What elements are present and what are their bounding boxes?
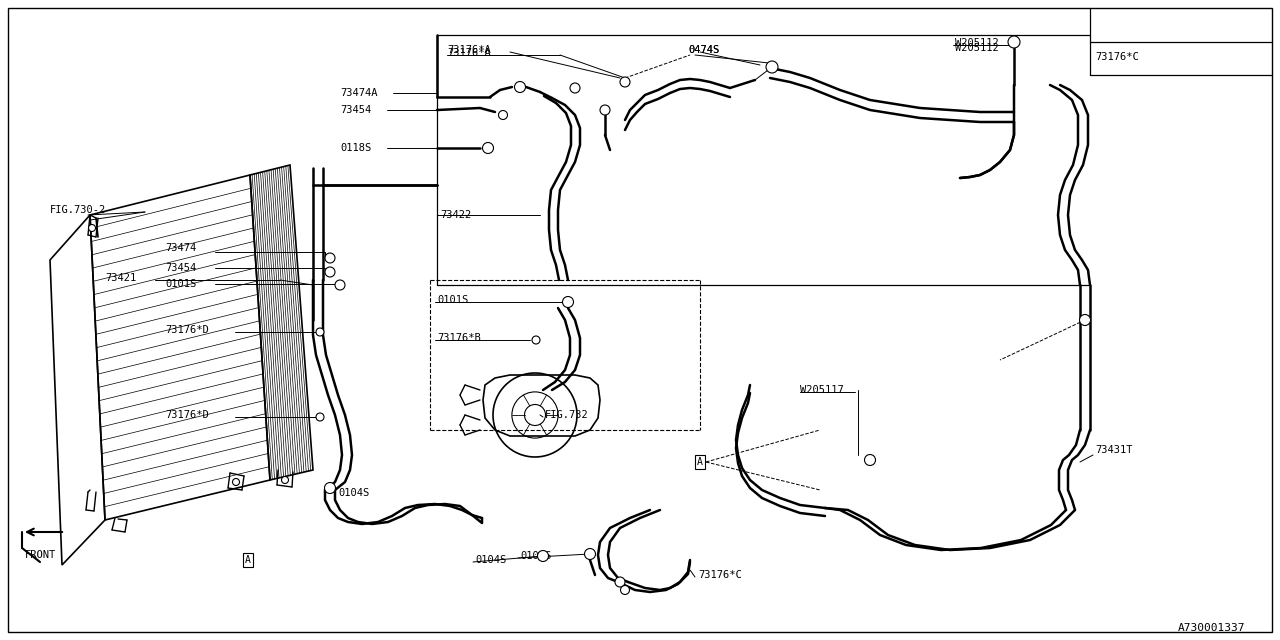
Text: W205112: W205112 [955, 38, 998, 48]
Text: FIG.732: FIG.732 [545, 410, 589, 420]
Text: 73176*C: 73176*C [698, 570, 741, 580]
Circle shape [600, 105, 611, 115]
Text: 73176*D: 73176*D [165, 410, 209, 420]
Text: 73176*D: 73176*D [165, 325, 209, 335]
Circle shape [498, 111, 507, 120]
Text: 73474: 73474 [165, 243, 196, 253]
Circle shape [621, 586, 630, 595]
Circle shape [570, 83, 580, 93]
Text: 0101S: 0101S [436, 295, 468, 305]
Text: FIG.730-2: FIG.730-2 [50, 205, 106, 215]
Text: 0104S: 0104S [475, 555, 507, 565]
Text: 0101S: 0101S [165, 279, 196, 289]
Circle shape [765, 61, 778, 73]
Circle shape [614, 577, 625, 587]
Circle shape [88, 225, 96, 232]
Circle shape [335, 280, 346, 290]
Text: 73176*B: 73176*B [436, 333, 481, 343]
Text: W205117: W205117 [800, 385, 844, 395]
Text: 73176*C: 73176*C [1094, 52, 1139, 62]
Circle shape [316, 413, 324, 421]
Text: W205112: W205112 [955, 43, 998, 53]
Circle shape [316, 328, 324, 336]
Text: A: A [698, 457, 703, 467]
Text: FRONT: FRONT [26, 550, 56, 560]
Circle shape [585, 548, 595, 559]
Circle shape [562, 296, 573, 307]
Text: 0104S: 0104S [520, 551, 552, 561]
Circle shape [515, 81, 526, 93]
Circle shape [620, 77, 630, 87]
Circle shape [532, 336, 540, 344]
Text: 0474S: 0474S [689, 45, 719, 55]
Circle shape [483, 143, 494, 154]
Circle shape [538, 550, 549, 561]
Circle shape [864, 454, 876, 465]
Text: 73474A: 73474A [340, 88, 378, 98]
Text: 73431T: 73431T [1094, 445, 1133, 455]
Text: 0474S: 0474S [689, 45, 719, 55]
Text: 0104S: 0104S [338, 488, 369, 498]
Text: A: A [244, 555, 251, 565]
Circle shape [282, 477, 288, 483]
Text: 73421: 73421 [105, 273, 136, 283]
Circle shape [233, 479, 239, 486]
Text: 73422: 73422 [440, 210, 471, 220]
Circle shape [325, 267, 335, 277]
Text: 73176*A: 73176*A [447, 45, 490, 55]
Text: 73454: 73454 [340, 105, 371, 115]
Circle shape [1079, 314, 1091, 326]
Text: A730001337: A730001337 [1178, 623, 1245, 633]
Text: 0118S: 0118S [340, 143, 371, 153]
Text: 73176*A: 73176*A [447, 48, 490, 58]
Circle shape [325, 253, 335, 263]
Circle shape [325, 483, 335, 493]
Circle shape [1009, 36, 1020, 48]
Text: 73454: 73454 [165, 263, 196, 273]
